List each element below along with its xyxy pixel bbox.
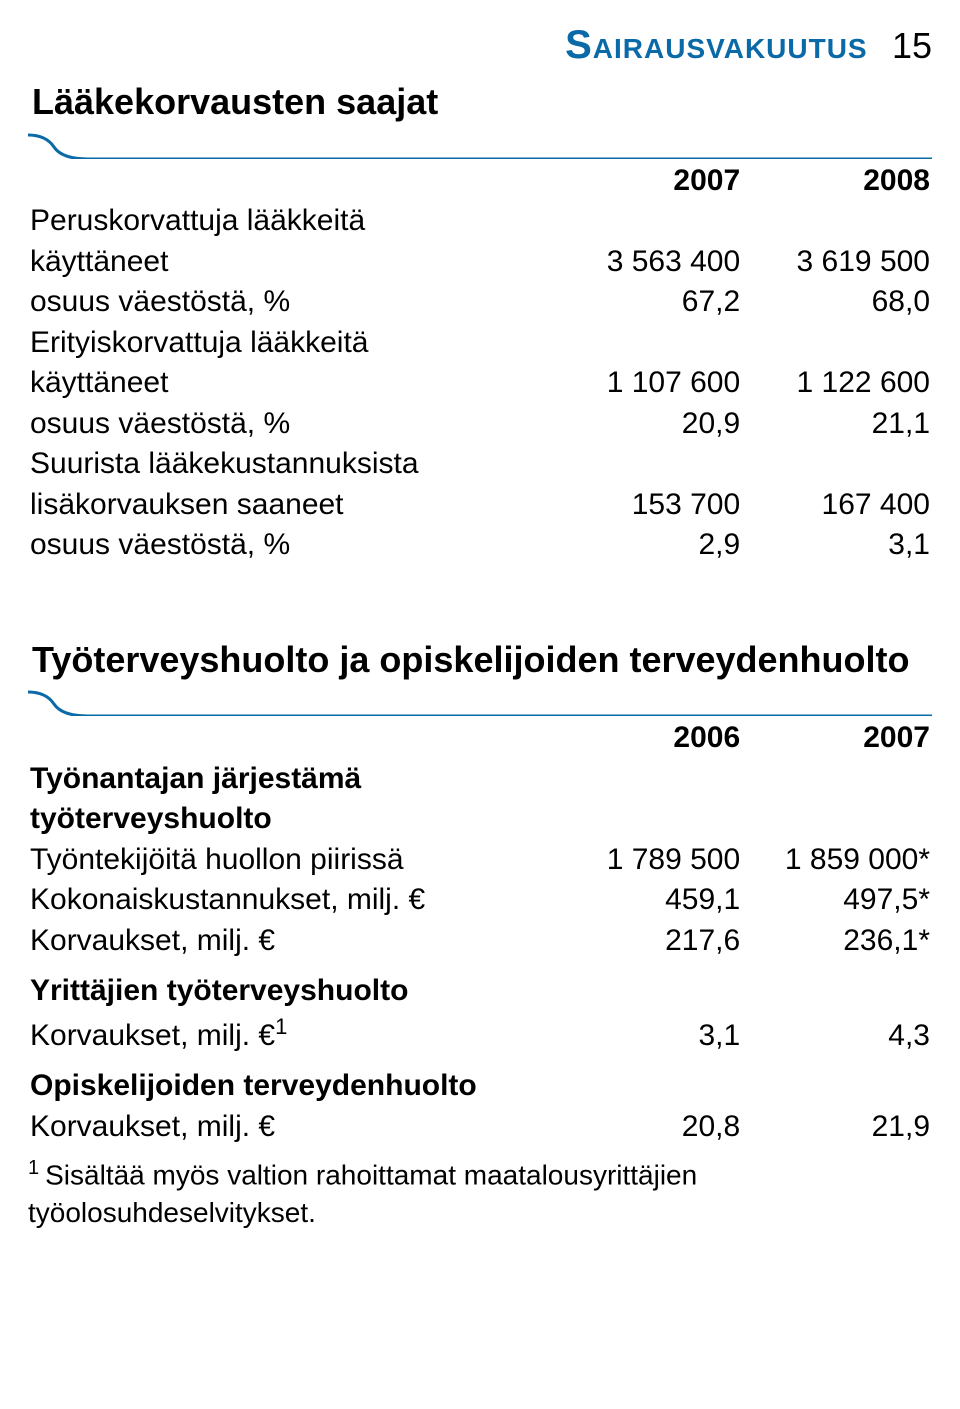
row-value [742,323,932,364]
row-value [742,201,932,242]
page-header: Sairausvakuutus 15 [28,18,932,72]
group-heading-row: Yrittäjien työterveyshuolto [28,971,932,1012]
row-value: 236,1* [742,921,932,962]
table-row: osuus väestöstä, %2,93,1 [28,525,932,566]
table2-year2: 2007 [742,718,932,759]
table2-header-row: 2006 2007 [28,718,932,759]
table1-year1: 2007 [552,161,742,202]
page-title: Sairausvakuutus [565,23,868,67]
footnote: 1Sisältää myös valtion rahoittamat maata… [28,1155,932,1232]
table-row: käyttäneet3 563 4003 619 500 [28,242,932,283]
row-value: 21,9 [742,1107,932,1148]
row-value: 1 789 500 [552,840,742,881]
row-value [552,323,742,364]
table-row: Kokonaiskustannukset, milj. €459,1497,5* [28,880,932,921]
row-value: 3,1 [742,525,932,566]
table-row: lisäkorvauksen saaneet153 700167 400 [28,485,932,526]
page-number: 15 [892,25,932,66]
row-value: 1 107 600 [552,363,742,404]
row-value: 68,0 [742,282,932,323]
row-value: 2,9 [552,525,742,566]
section1-swoosh [28,129,932,159]
group-heading-row: Työnantajan järjestämä [28,759,932,800]
row-label: osuus väestöstä, % [28,525,552,566]
group-heading: työterveyshuolto [28,799,552,840]
row-value: 21,1 [742,404,932,445]
table-row: osuus väestöstä, %20,921,1 [28,404,932,445]
row-label: Työntekijöitä huollon piirissä [28,840,552,881]
row-value [742,444,932,485]
row-value: 20,9 [552,404,742,445]
row-label: Korvaukset, milj. € [28,1107,552,1148]
row-value: 153 700 [552,485,742,526]
table-row: Erityiskorvattuja lääkkeitä [28,323,932,364]
table1-header-row: 2007 2008 [28,161,932,202]
section1-title: Lääkekorvausten saajat [28,78,932,127]
row-value: 3 619 500 [742,242,932,283]
table-row: käyttäneet1 107 6001 122 600 [28,363,932,404]
section2-swoosh [28,686,932,716]
table-row: Korvaukset, milj. €217,6236,1* [28,921,932,962]
row-value: 1 859 000* [742,840,932,881]
section2-title: Työterveyshuolto ja opiskelijoiden terve… [28,636,932,685]
row-label: osuus väestöstä, % [28,404,552,445]
row-value: 459,1 [552,880,742,921]
table2-year1: 2006 [552,718,742,759]
row-value [552,201,742,242]
row-value: 217,6 [552,921,742,962]
group-heading: Työnantajan järjestämä [28,759,552,800]
table-row: osuus väestöstä, %67,268,0 [28,282,932,323]
footnote-marker: 1 [28,1157,39,1179]
table2-empty-header [28,718,552,759]
row-label: käyttäneet [28,363,552,404]
row-value: 4,3 [742,1012,932,1057]
row-value: 67,2 [552,282,742,323]
table2: 2006 2007 Työnantajan järjestämätyöterve… [28,718,932,1147]
row-label: Suurista lääkekustannuksista [28,444,552,485]
row-value: 167 400 [742,485,932,526]
footnote-text: Sisältää myös valtion rahoittamat maatal… [28,1160,697,1229]
table-row: Työntekijöitä huollon piirissä1 789 5001… [28,840,932,881]
table-row: Korvaukset, milj. €20,821,9 [28,1107,932,1148]
table1-empty-header [28,161,552,202]
row-value: 497,5* [742,880,932,921]
group-heading-row: työterveyshuolto [28,799,932,840]
row-value: 1 122 600 [742,363,932,404]
table1-year2: 2008 [742,161,932,202]
row-label: osuus väestöstä, % [28,282,552,323]
table1: 2007 2008 Peruskorvattuja lääkkeitäkäytt… [28,161,932,566]
row-value: 3,1 [552,1012,742,1057]
group-heading: Yrittäjien työterveyshuolto [28,971,552,1012]
row-value: 3 563 400 [552,242,742,283]
row-label: Korvaukset, milj. €1 [28,1012,552,1057]
row-value [552,444,742,485]
row-label: käyttäneet [28,242,552,283]
row-label: Korvaukset, milj. € [28,921,552,962]
table-row: Peruskorvattuja lääkkeitä [28,201,932,242]
row-label: lisäkorvauksen saaneet [28,485,552,526]
row-label: Peruskorvattuja lääkkeitä [28,201,552,242]
row-value: 20,8 [552,1107,742,1148]
table-row: Korvaukset, milj. €13,14,3 [28,1012,932,1057]
row-label: Erityiskorvattuja lääkkeitä [28,323,552,364]
group-heading-row: Opiskelijoiden terveydenhuolto [28,1066,932,1107]
table-row: Suurista lääkekustannuksista [28,444,932,485]
row-label: Kokonaiskustannukset, milj. € [28,880,552,921]
group-heading: Opiskelijoiden terveydenhuolto [28,1066,552,1107]
